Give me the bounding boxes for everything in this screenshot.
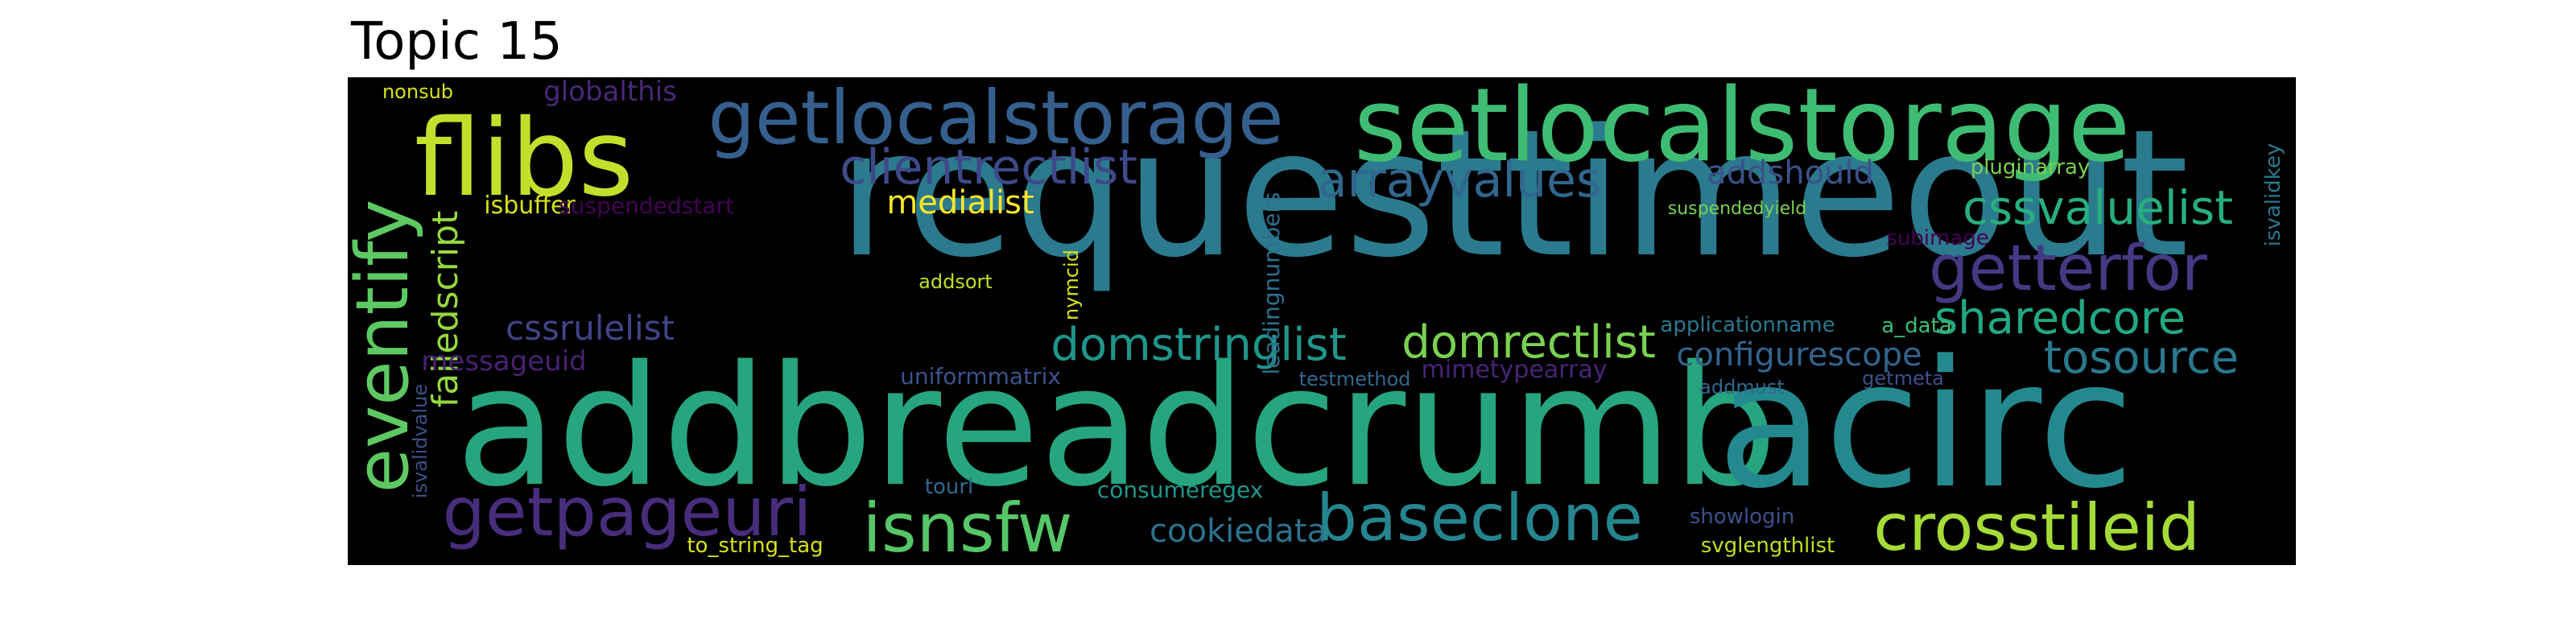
word-getmeta: getmeta bbox=[1862, 367, 1944, 390]
word-requesttimeout: requesttimeout bbox=[837, 93, 2190, 296]
word-getterfor: getterfor bbox=[1929, 233, 2207, 305]
word-suspendedstart: suspendedstart bbox=[559, 192, 734, 219]
word-isbuffer: isbuffer bbox=[484, 192, 576, 220]
word-setlocalstorage: setlocalstorage bbox=[1353, 77, 2131, 184]
word-mimetypearray: mimetypearray bbox=[1421, 356, 1608, 384]
word-consumeregex: consumeregex bbox=[1096, 477, 1264, 503]
word-messageuid: messageuid bbox=[421, 345, 587, 378]
figure-title: Topic 15 bbox=[351, 12, 563, 72]
word-addshould: addshould bbox=[1707, 155, 1874, 192]
word-pluginarray: pluginarray bbox=[1970, 155, 2091, 180]
word-getlocalstorage: getlocalstorage bbox=[708, 77, 1284, 161]
word-failedscript: failedscript bbox=[425, 210, 466, 408]
word-addmust: addmust bbox=[1699, 376, 1785, 398]
word-sharedcore: sharedcore bbox=[1934, 292, 2186, 345]
word-addsort: addsort bbox=[919, 270, 993, 293]
word-svglengthlist: svglengthlist bbox=[1700, 534, 1835, 558]
word-addbreadcrumb: addbreadcrumb bbox=[455, 330, 1778, 523]
word-isvalidkey: isvalidkey bbox=[2261, 142, 2285, 247]
word-flibs: flibs bbox=[414, 97, 634, 221]
word-domstringlist: domstringlist bbox=[1051, 319, 1347, 371]
word-medialist: medialist bbox=[886, 184, 1034, 221]
word-configurescope: configurescope bbox=[1676, 336, 1922, 374]
word-testmethod: testmethod bbox=[1298, 368, 1411, 390]
word-cssvaluelist: cssvaluelist bbox=[1963, 180, 2233, 235]
word-acirc: acirc bbox=[1716, 324, 2135, 527]
word-isvalidvalue: isvalidvalue bbox=[409, 383, 431, 499]
word-tosource: tosource bbox=[2043, 332, 2240, 384]
word-cssrulelist: cssrulelist bbox=[506, 308, 675, 348]
word-clientrectlist: clientrectlist bbox=[840, 139, 1137, 196]
word-to_string_tag: to_string_tag bbox=[687, 534, 824, 558]
word-nonsub: nonsub bbox=[382, 80, 454, 103]
word-applicationname: applicationname bbox=[1660, 313, 1835, 337]
word-showlogin: showlogin bbox=[1689, 505, 1795, 529]
word-globalthis: globalthis bbox=[543, 77, 677, 108]
word-leadingnumbers: leadingnumbers bbox=[1258, 192, 1285, 375]
word-suspendedyield: suspendedyield bbox=[1667, 199, 1807, 219]
word-subimage: subimage bbox=[1886, 226, 1989, 250]
word-tourl: tourl bbox=[924, 475, 974, 499]
word-isnsfw: isnsfw bbox=[862, 489, 1073, 565]
word-baseclone: baseclone bbox=[1316, 481, 1643, 555]
word-uniformmatrix: uniformmatrix bbox=[900, 363, 1061, 390]
word-crosstileid: crosstileid bbox=[1873, 490, 2200, 565]
word-arrayvalues: arrayvalues bbox=[1317, 152, 1602, 208]
word-cloud: requesttimeout addbreadcrumb acirc setlo… bbox=[348, 77, 2296, 565]
word-nymcid: nymcid bbox=[1060, 250, 1083, 320]
word-getpageuri: getpageuri bbox=[442, 473, 812, 551]
word-a_data: a_data bbox=[1881, 314, 1952, 338]
word-domrectlist: domrectlist bbox=[1402, 316, 1656, 369]
word-cookiedata: cookiedata bbox=[1150, 513, 1327, 550]
